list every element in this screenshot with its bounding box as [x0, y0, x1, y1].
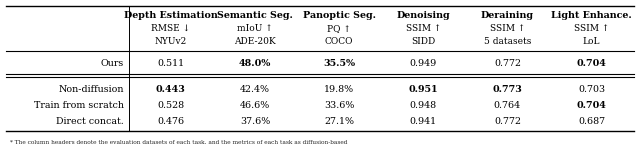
Text: * The column headers denote the evaluation datasets of each task, and the metric: * The column headers denote the evaluati…: [10, 139, 347, 144]
Text: 35.5%: 35.5%: [323, 59, 355, 68]
Text: Train from scratch: Train from scratch: [34, 101, 124, 110]
Text: 48.0%: 48.0%: [239, 59, 271, 68]
Text: PQ ↑: PQ ↑: [327, 24, 351, 33]
Text: 0.941: 0.941: [410, 117, 436, 126]
Text: 19.8%: 19.8%: [324, 85, 354, 94]
Text: 0.949: 0.949: [410, 59, 437, 68]
Text: RMSE ↓: RMSE ↓: [151, 24, 190, 33]
Text: NYUv2: NYUv2: [155, 37, 187, 46]
Text: 0.764: 0.764: [494, 101, 521, 110]
Text: Depth Estimation: Depth Estimation: [124, 11, 218, 20]
Text: SSIM ↑: SSIM ↑: [574, 24, 609, 33]
Text: 0.528: 0.528: [157, 101, 184, 110]
Text: 0.772: 0.772: [494, 117, 521, 126]
Text: ADE-20K: ADE-20K: [234, 37, 276, 46]
Text: Panoptic Seg.: Panoptic Seg.: [303, 11, 376, 20]
Text: Denoising: Denoising: [396, 11, 450, 20]
Text: mIoU ↑: mIoU ↑: [237, 24, 273, 33]
Text: 5 datasets: 5 datasets: [484, 37, 531, 46]
Text: 42.4%: 42.4%: [240, 85, 270, 94]
Text: 27.1%: 27.1%: [324, 117, 354, 126]
Text: 37.6%: 37.6%: [240, 117, 270, 126]
Text: 46.6%: 46.6%: [240, 101, 270, 110]
Text: 0.443: 0.443: [156, 85, 186, 94]
Text: Light Enhance.: Light Enhance.: [551, 11, 632, 20]
Text: 0.703: 0.703: [578, 85, 605, 94]
Text: 33.6%: 33.6%: [324, 101, 355, 110]
Text: Semantic Seg.: Semantic Seg.: [217, 11, 293, 20]
Text: COCO: COCO: [325, 37, 353, 46]
Text: SSIM ↑: SSIM ↑: [490, 24, 525, 33]
Text: SSIM ↑: SSIM ↑: [406, 24, 441, 33]
Text: 0.951: 0.951: [408, 85, 438, 94]
Text: 0.687: 0.687: [578, 117, 605, 126]
Text: Non-diffusion: Non-diffusion: [58, 85, 124, 94]
Text: Direct concat.: Direct concat.: [56, 117, 124, 126]
Text: 0.704: 0.704: [577, 59, 607, 68]
Text: LoL: LoL: [583, 37, 600, 46]
Text: 0.948: 0.948: [410, 101, 436, 110]
Text: 0.772: 0.772: [494, 59, 521, 68]
Text: Deraining: Deraining: [481, 11, 534, 20]
Text: 0.476: 0.476: [157, 117, 184, 126]
Text: SIDD: SIDD: [411, 37, 435, 46]
Text: 0.704: 0.704: [577, 101, 607, 110]
Text: 0.773: 0.773: [492, 85, 522, 94]
Text: 0.511: 0.511: [157, 59, 184, 68]
Text: Ours: Ours: [100, 59, 124, 68]
